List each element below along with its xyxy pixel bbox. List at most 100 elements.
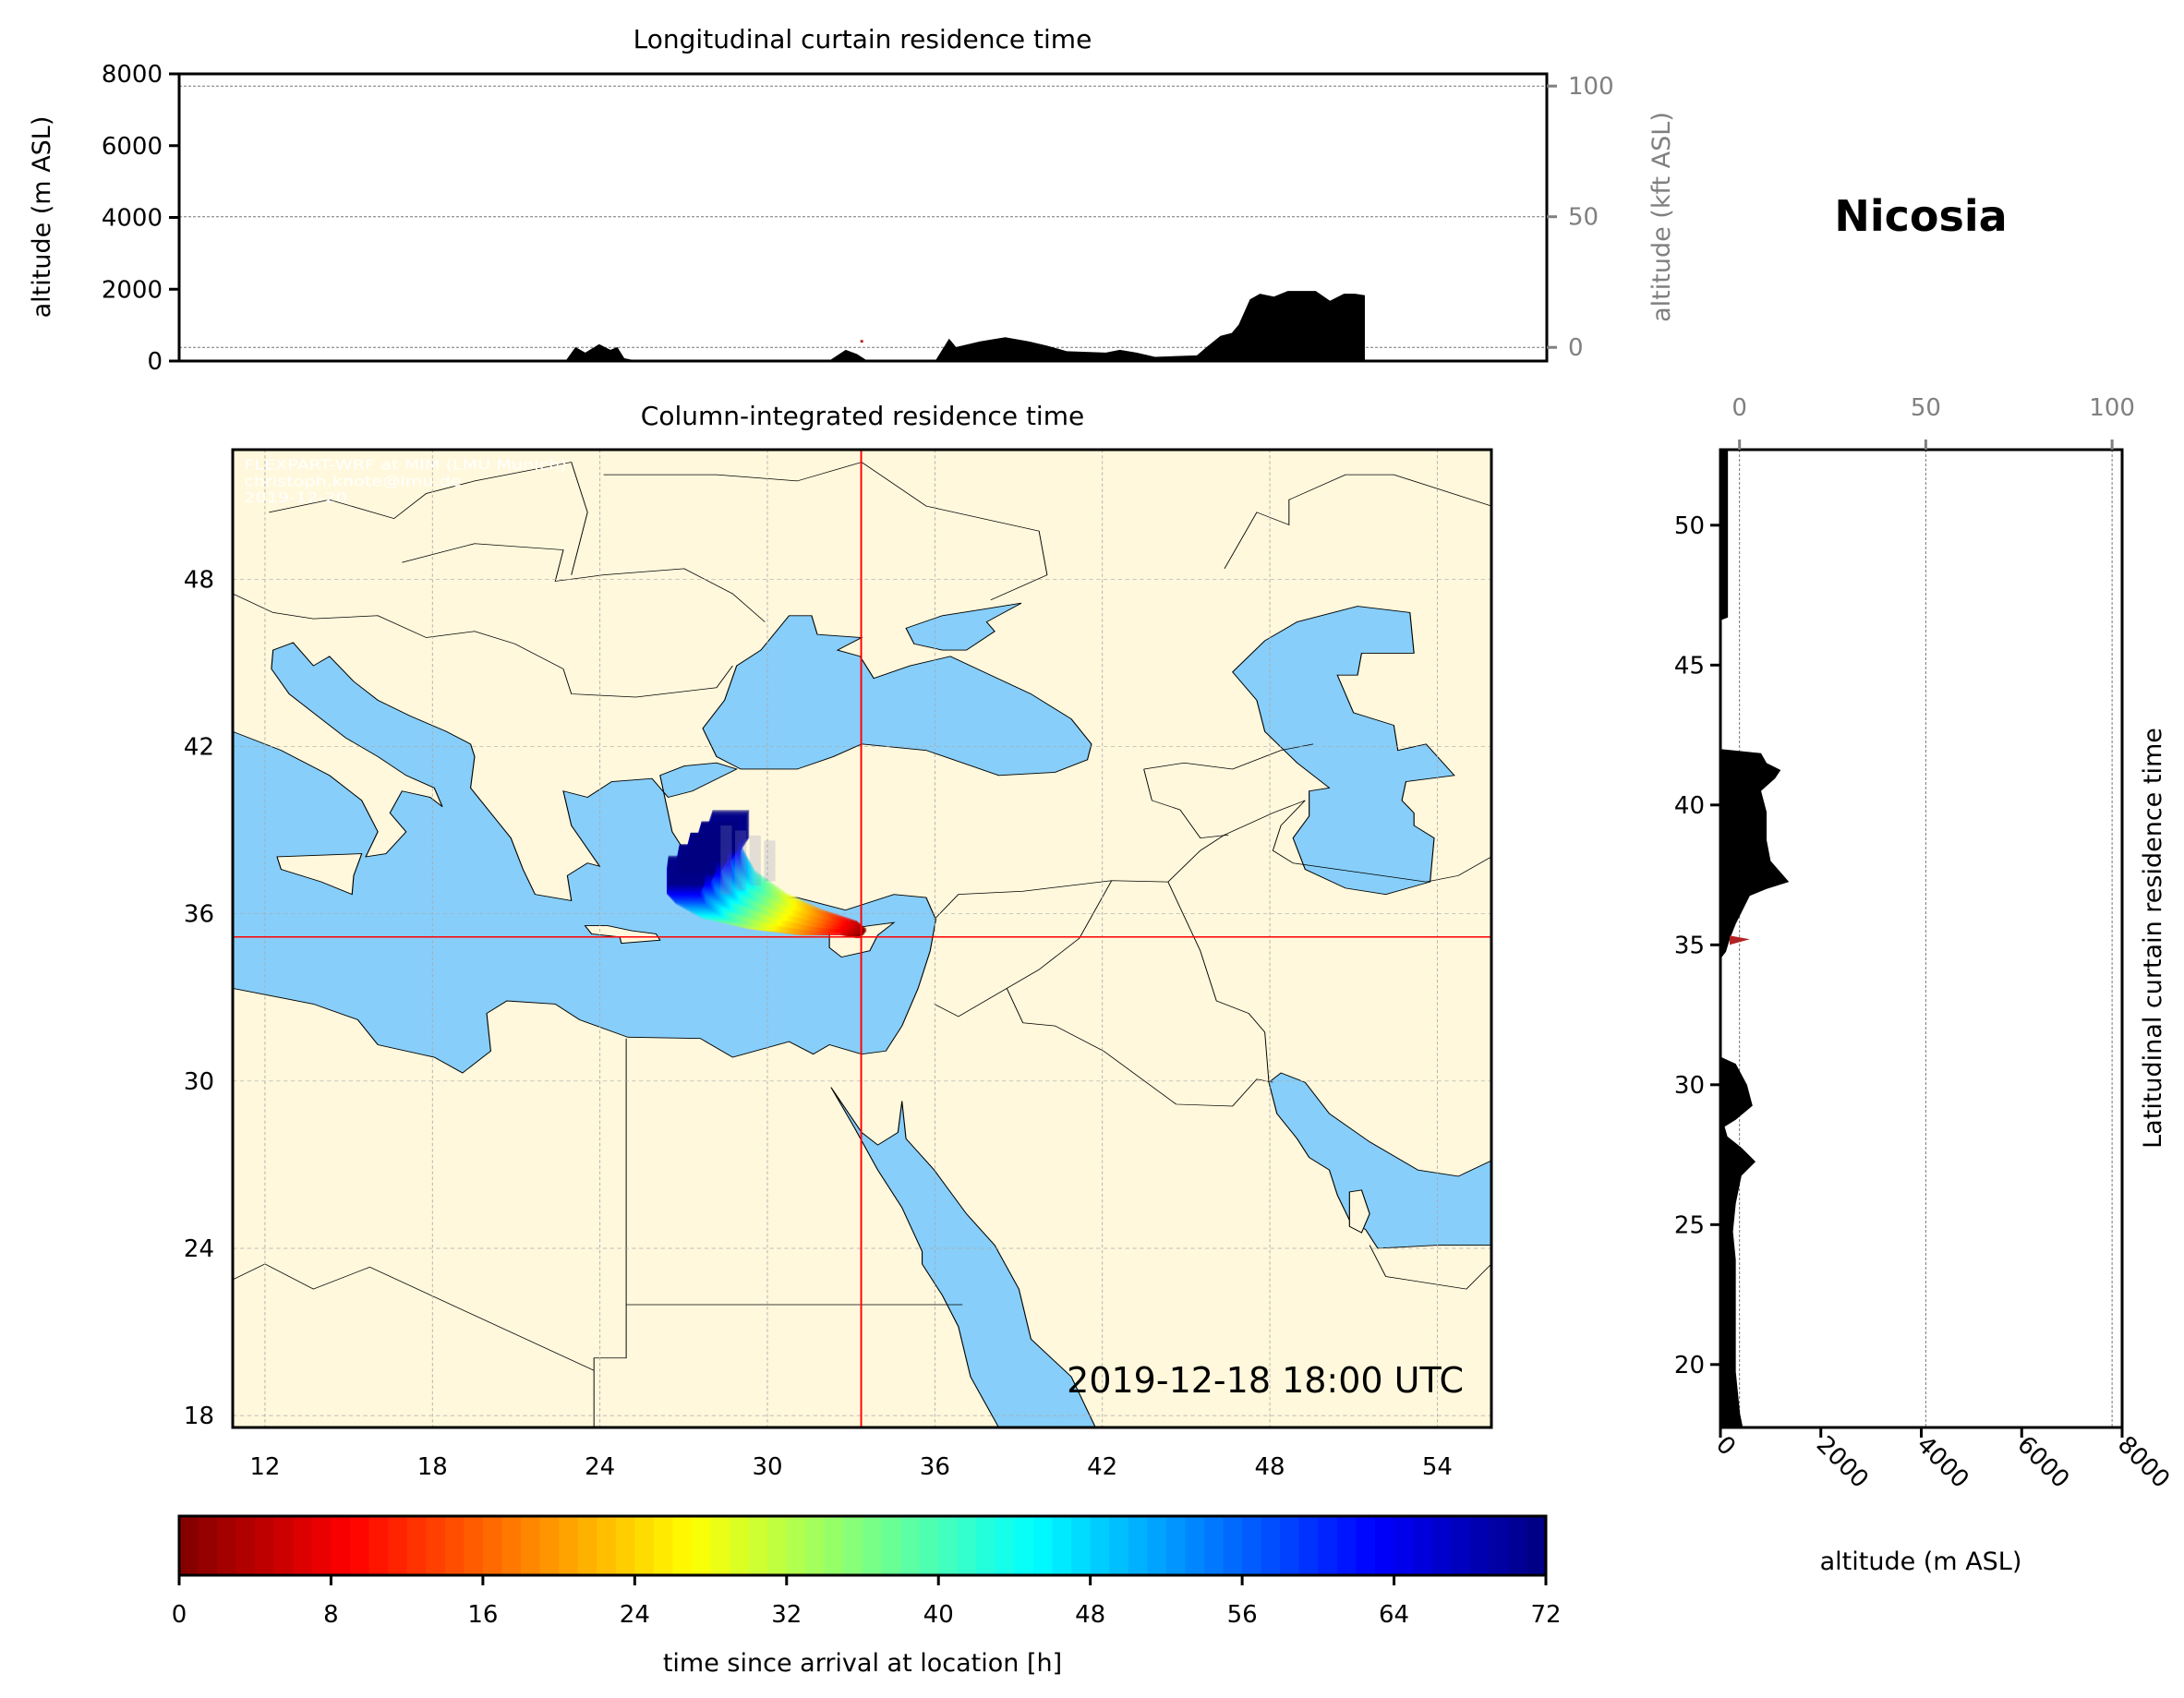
colorbar-band bbox=[1318, 1516, 1338, 1575]
colorbar-band bbox=[501, 1516, 522, 1575]
lon-tick-label: 24 bbox=[585, 1453, 615, 1481]
colorbar-band bbox=[1526, 1516, 1547, 1575]
right-ylabel: Latitudinal curtain residence time bbox=[2139, 728, 2167, 1149]
right-tick-label: 0 bbox=[1568, 334, 1584, 362]
colorbar-band bbox=[406, 1516, 427, 1575]
colorbar-band bbox=[710, 1516, 730, 1575]
border-line bbox=[593, 1038, 627, 1427]
y-tick-label: 6000 bbox=[102, 133, 163, 161]
colorbar-band bbox=[653, 1516, 674, 1575]
border-line bbox=[233, 1263, 595, 1371]
top-ylabel-right: altitude (kft ASL) bbox=[1647, 112, 1676, 322]
red-sea bbox=[830, 1087, 1096, 1427]
colorbar-band bbox=[521, 1516, 541, 1575]
colorbar-band bbox=[748, 1516, 768, 1575]
colorbar-band bbox=[938, 1516, 959, 1575]
alt-tick-label: 4000 bbox=[1912, 1431, 1974, 1494]
lon-tick-label: 42 bbox=[1087, 1453, 1117, 1481]
residence-time-plume bbox=[666, 810, 867, 939]
colorbar-band bbox=[1489, 1516, 1509, 1575]
lon-tick-label: 48 bbox=[1255, 1453, 1285, 1481]
colorbar-band bbox=[1451, 1516, 1471, 1575]
black-sea bbox=[702, 615, 1092, 777]
top-chart-title: Longitudinal curtain residence time bbox=[633, 24, 1092, 54]
colorbar-tick-label: 48 bbox=[1075, 1601, 1105, 1629]
colorbar-band bbox=[350, 1516, 370, 1575]
colorbar-band bbox=[235, 1516, 256, 1575]
plume-cell bbox=[843, 918, 852, 925]
lat-tick-label: 30 bbox=[1674, 1072, 1705, 1100]
colorbar-label: time since arrival at location [h] bbox=[663, 1649, 1062, 1678]
location-title: Nicosia bbox=[1834, 191, 2007, 241]
colorbar-band bbox=[368, 1516, 389, 1575]
colorbar-band bbox=[1469, 1516, 1490, 1575]
alt-tick-label: 6000 bbox=[2011, 1431, 2074, 1494]
crete bbox=[584, 925, 661, 945]
right-xlabel: altitude (m ASL) bbox=[1820, 1547, 2022, 1576]
colorbar-band bbox=[273, 1516, 294, 1575]
lat-tick-label: 30 bbox=[184, 1068, 214, 1096]
colorbar-band bbox=[805, 1516, 826, 1575]
longitudinal-curtain-chart: Longitudinal curtain residence time 0 50 1… bbox=[28, 24, 1676, 376]
colorbar-band bbox=[976, 1516, 996, 1575]
alt-tick-label: 8000 bbox=[2112, 1431, 2175, 1494]
lat-tick-label: 50 bbox=[1674, 512, 1705, 540]
top-tick-label: 0 bbox=[1732, 394, 1747, 422]
colorbar-band bbox=[1336, 1516, 1357, 1575]
border-line bbox=[1167, 881, 1270, 1083]
colorbar-band bbox=[1071, 1516, 1092, 1575]
plume-cell bbox=[845, 919, 853, 926]
plume-cell bbox=[847, 920, 855, 926]
colorbar-tick-label: 8 bbox=[323, 1601, 339, 1629]
colorbar-band bbox=[1033, 1516, 1054, 1575]
colorbar-band bbox=[559, 1516, 579, 1575]
lat-tick-label: 36 bbox=[184, 901, 214, 929]
colorbar-band bbox=[444, 1516, 465, 1575]
lat-tick-label: 40 bbox=[1674, 792, 1705, 820]
colorbar-band bbox=[919, 1516, 939, 1575]
map-title: Column-integrated residence time bbox=[641, 401, 1084, 431]
colorbar-band bbox=[1431, 1516, 1452, 1575]
colorbar-band bbox=[843, 1516, 863, 1575]
colorbar-band bbox=[217, 1516, 237, 1575]
top-ylabel: altitude (m ASL) bbox=[28, 116, 56, 319]
colorbar-tick-label: 56 bbox=[1227, 1601, 1258, 1629]
colorbar: 0 8 16 24 32 40 48 56 64 72 time since arrival at… bbox=[172, 1514, 1562, 1678]
colorbar-band bbox=[1014, 1516, 1034, 1575]
border-line bbox=[934, 880, 1113, 1018]
map[interactable]: FLEXPART-WRF at MIM (LMU Munich) christo… bbox=[233, 450, 1491, 1427]
colorbar-band bbox=[1223, 1516, 1243, 1575]
colorbar-band bbox=[255, 1516, 275, 1575]
y-tick-label: 2000 bbox=[102, 276, 163, 304]
colorbar-band bbox=[388, 1516, 408, 1575]
colorbar-band bbox=[577, 1516, 597, 1575]
terrain-area bbox=[1720, 450, 1790, 1427]
colorbar-band bbox=[1261, 1516, 1281, 1575]
right-chart-frame bbox=[1719, 448, 2124, 1429]
colorbar-tick-label: 72 bbox=[1530, 1601, 1561, 1629]
plume-cell bbox=[701, 821, 739, 850]
qatar bbox=[1348, 1189, 1370, 1234]
terrain-area bbox=[565, 291, 1365, 361]
colorbar-band bbox=[730, 1516, 750, 1575]
right-tick-label: 100 bbox=[1568, 73, 1614, 101]
colorbar-band bbox=[1356, 1516, 1376, 1575]
colorbar-band bbox=[1147, 1516, 1167, 1575]
lat-tick-label: 35 bbox=[1674, 932, 1705, 959]
colorbar-band bbox=[198, 1516, 218, 1575]
colorbar-band bbox=[426, 1516, 446, 1575]
colorbar-band bbox=[331, 1516, 351, 1575]
colorbar-band bbox=[1090, 1516, 1110, 1575]
attribution-line: 2019-12-20 bbox=[244, 490, 347, 506]
border-line bbox=[1369, 1245, 1491, 1290]
border-line bbox=[1143, 768, 1229, 839]
lat-tick-label: 48 bbox=[184, 566, 214, 594]
colorbar-band bbox=[1128, 1516, 1148, 1575]
y-tick-label: 0 bbox=[147, 348, 163, 376]
colorbar-band bbox=[179, 1516, 199, 1575]
colorbar-band bbox=[1109, 1516, 1129, 1575]
colorbar-band bbox=[539, 1516, 560, 1575]
colorbar-band bbox=[863, 1516, 883, 1575]
colorbar-band bbox=[881, 1516, 901, 1575]
